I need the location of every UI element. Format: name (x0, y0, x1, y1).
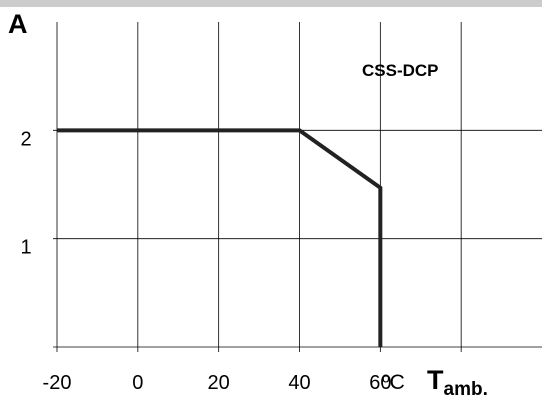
top-band (0, 0, 542, 7)
series-line (57, 128, 383, 347)
y-unit-label: A (8, 9, 28, 39)
x-tick-label: -20 (43, 372, 72, 394)
x-tick-label: 40 (288, 372, 310, 394)
x-axis-title-main: T (427, 365, 444, 395)
x-unit-label: ºC (382, 371, 405, 394)
x-tick-label: 20 (208, 372, 230, 394)
x-tick-label: 0 (132, 372, 143, 394)
y-tick-label: 1 (20, 237, 31, 259)
x-axis-title: Tamb. (427, 365, 488, 398)
annotation-label: CSS-DCP (362, 61, 439, 80)
series-layer (57, 128, 383, 347)
grid (53, 22, 542, 352)
x-tick-label: 60 (369, 372, 391, 394)
x-axis-title-sub: amb. (444, 379, 488, 398)
labels: A CSS-DCP ºC Tamb. -20 0 20 40 60 1 2 (8, 9, 488, 400)
y-tick-label: 2 (20, 128, 31, 150)
